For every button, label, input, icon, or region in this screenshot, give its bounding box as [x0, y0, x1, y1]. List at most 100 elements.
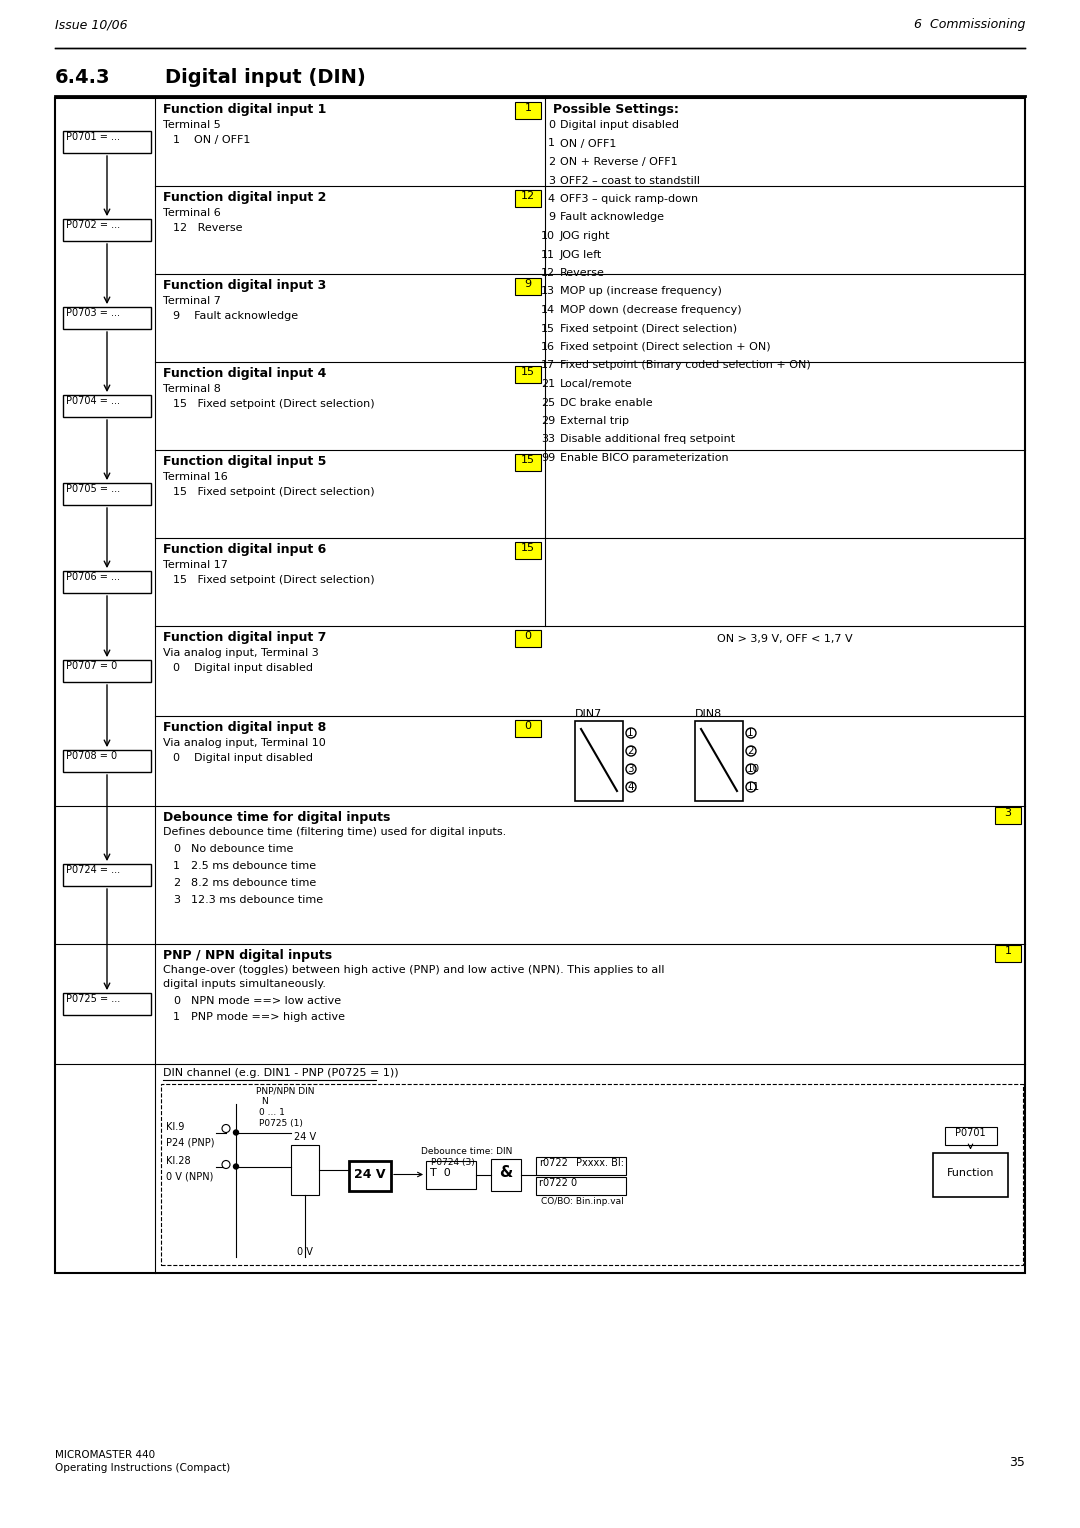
Text: 33: 33: [541, 434, 555, 445]
Bar: [515, 630, 541, 646]
Text: Change-over (toggles) between high active (PNP) and low active (NPN). This appli: Change-over (toggles) between high activ…: [163, 966, 664, 975]
Text: 1: 1: [525, 102, 531, 113]
Text: Debounce time for digital inputs: Debounce time for digital inputs: [163, 811, 390, 824]
Text: 8.2 ms debounce time: 8.2 ms debounce time: [191, 879, 316, 888]
Text: T  0: T 0: [430, 1167, 450, 1178]
Bar: [63, 483, 151, 504]
Bar: [933, 1152, 1008, 1196]
Text: Function digital input 1: Function digital input 1: [163, 102, 326, 116]
Text: Function digital input 7: Function digital input 7: [163, 631, 326, 643]
Text: 15: 15: [521, 367, 535, 377]
Text: 3: 3: [627, 764, 634, 775]
Text: 6  Commissioning: 6 Commissioning: [914, 18, 1025, 31]
Text: NPN mode ==> low active: NPN mode ==> low active: [191, 996, 341, 1005]
Text: P0724 = ...: P0724 = ...: [66, 865, 120, 876]
Bar: [63, 396, 151, 417]
Text: Debounce time: DIN: Debounce time: DIN: [421, 1146, 512, 1155]
Bar: [696, 721, 743, 801]
Text: Terminal 16: Terminal 16: [163, 472, 228, 481]
Text: 1: 1: [1004, 946, 1012, 957]
Text: Terminal 5: Terminal 5: [163, 121, 220, 130]
Circle shape: [233, 1164, 239, 1169]
Text: 21: 21: [541, 379, 555, 390]
Text: P0704 = ...: P0704 = ...: [66, 396, 120, 406]
Text: Terminal 17: Terminal 17: [163, 559, 228, 570]
Text: 0: 0: [525, 721, 531, 730]
Text: 11: 11: [541, 249, 555, 260]
Text: 0 ... 1: 0 ... 1: [259, 1108, 285, 1117]
Text: No debounce time: No debounce time: [191, 843, 294, 854]
Text: 17: 17: [541, 361, 555, 370]
Text: Disable additional freq setpoint: Disable additional freq setpoint: [561, 434, 735, 445]
Text: 4: 4: [548, 194, 555, 205]
Text: P0705 = ...: P0705 = ...: [66, 484, 120, 494]
Bar: [349, 1160, 391, 1190]
Text: Digital input disabled: Digital input disabled: [561, 121, 679, 130]
Bar: [426, 1160, 476, 1189]
Text: DIN8: DIN8: [696, 709, 723, 720]
Bar: [515, 454, 541, 471]
Text: OFF2 – coast to standstill: OFF2 – coast to standstill: [561, 176, 700, 185]
Text: Pxxxx. BI:: Pxxxx. BI:: [576, 1158, 624, 1169]
Text: 1: 1: [173, 1012, 180, 1022]
Text: Function: Function: [947, 1167, 995, 1178]
Text: 15   Fixed setpoint (Direct selection): 15 Fixed setpoint (Direct selection): [173, 487, 375, 497]
Text: 9: 9: [548, 212, 555, 223]
Text: Enable BICO parameterization: Enable BICO parameterization: [561, 452, 729, 463]
Text: P0701 = ...: P0701 = ...: [66, 131, 120, 142]
Text: 99: 99: [541, 452, 555, 463]
Circle shape: [746, 727, 756, 738]
Text: digital inputs simultaneously.: digital inputs simultaneously.: [163, 979, 326, 989]
Text: 9    Fault acknowledge: 9 Fault acknowledge: [173, 312, 298, 321]
Text: 25: 25: [541, 397, 555, 408]
Text: PNP / NPN digital inputs: PNP / NPN digital inputs: [163, 949, 333, 963]
Text: Fixed setpoint (Direct selection + ON): Fixed setpoint (Direct selection + ON): [561, 342, 771, 351]
Text: Operating Instructions (Compact): Operating Instructions (Compact): [55, 1462, 230, 1473]
Text: CO/BO: Bin.inp.val: CO/BO: Bin.inp.val: [541, 1198, 624, 1207]
Text: Via analog input, Terminal 3: Via analog input, Terminal 3: [163, 648, 319, 659]
Text: Issue 10/06: Issue 10/06: [55, 18, 127, 31]
Text: Function digital input 3: Function digital input 3: [163, 280, 326, 292]
Circle shape: [626, 782, 636, 792]
Text: Function digital input 2: Function digital input 2: [163, 191, 326, 205]
Circle shape: [746, 746, 756, 756]
Bar: [63, 993, 151, 1015]
Text: 0: 0: [525, 631, 531, 642]
Text: 10: 10: [541, 231, 555, 241]
Text: 12   Reverse: 12 Reverse: [173, 223, 243, 232]
Text: P0706 = ...: P0706 = ...: [66, 571, 120, 582]
Text: 24 V: 24 V: [354, 1167, 386, 1181]
Text: P0702 = ...: P0702 = ...: [66, 220, 120, 231]
Text: External trip: External trip: [561, 416, 629, 426]
Text: 1    ON / OFF1: 1 ON / OFF1: [173, 134, 251, 145]
Bar: [63, 131, 151, 153]
Bar: [515, 278, 541, 295]
Bar: [515, 189, 541, 206]
Text: MICROMASTER 440: MICROMASTER 440: [55, 1450, 156, 1459]
Bar: [63, 219, 151, 241]
Text: MOP up (increase frequency): MOP up (increase frequency): [561, 287, 721, 296]
Bar: [995, 807, 1021, 824]
Circle shape: [222, 1125, 230, 1132]
Text: ON > 3,9 V, OFF < 1,7 V: ON > 3,9 V, OFF < 1,7 V: [717, 634, 853, 643]
Text: PNP/NPN DIN: PNP/NPN DIN: [256, 1086, 314, 1096]
Text: 29: 29: [541, 416, 555, 426]
Text: 3: 3: [548, 176, 555, 185]
Bar: [63, 571, 151, 593]
Text: 1: 1: [627, 727, 634, 738]
Text: 11: 11: [747, 782, 760, 792]
Text: 15: 15: [521, 455, 535, 465]
Text: N: N: [261, 1097, 268, 1106]
Bar: [491, 1158, 521, 1190]
Text: 35: 35: [1009, 1456, 1025, 1468]
Text: Function digital input 8: Function digital input 8: [163, 721, 326, 733]
Text: Defines debounce time (filtering time) used for digital inputs.: Defines debounce time (filtering time) u…: [163, 827, 507, 837]
Text: P0708 = 0: P0708 = 0: [66, 750, 117, 761]
Text: Terminal 8: Terminal 8: [163, 384, 221, 394]
Text: Terminal 7: Terminal 7: [163, 296, 221, 306]
Text: ON + Reverse / OFF1: ON + Reverse / OFF1: [561, 157, 677, 167]
Text: P24 (PNP): P24 (PNP): [166, 1137, 215, 1148]
Bar: [536, 1157, 626, 1175]
Text: 24 V: 24 V: [294, 1132, 316, 1143]
Text: Function digital input 6: Function digital input 6: [163, 542, 326, 556]
